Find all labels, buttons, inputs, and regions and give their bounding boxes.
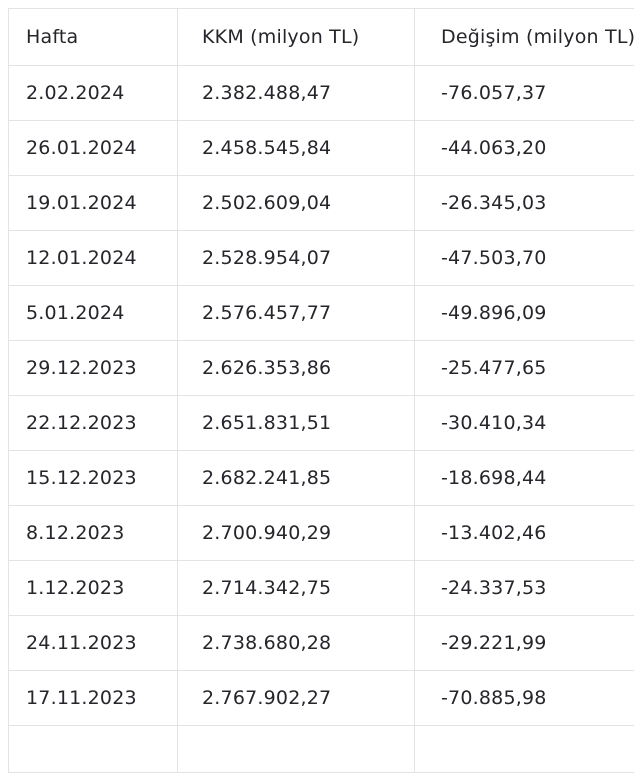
cell-hafta: 2.02.2024 [9,66,178,121]
cell-degisim: -13.402,46 [415,506,634,561]
cell-empty [415,726,634,773]
cell-hafta: 12.01.2024 [9,231,178,286]
cell-empty [178,726,415,773]
column-header-kkm: KKM (milyon TL) [178,9,415,66]
cell-degisim: -76.057,37 [415,66,634,121]
cell-hafta: 29.12.2023 [9,341,178,396]
cell-kkm: 2.382.488,47 [178,66,415,121]
cell-hafta: 26.01.2024 [9,121,178,176]
cell-kkm: 2.651.831,51 [178,396,415,451]
cell-degisim: -18.698,44 [415,451,634,506]
cell-degisim: -47.503,70 [415,231,634,286]
cell-kkm: 2.458.545,84 [178,121,415,176]
cell-degisim: -44.063,20 [415,121,634,176]
cell-kkm: 2.528.954,07 [178,231,415,286]
cell-kkm: 2.502.609,04 [178,176,415,231]
cell-kkm: 2.626.353,86 [178,341,415,396]
cell-degisim: -24.337,53 [415,561,634,616]
table-header: Hafta KKM (milyon TL) Değişim (milyon TL… [9,9,634,66]
cell-hafta: 22.12.2023 [9,396,178,451]
cell-hafta: 17.11.2023 [9,671,178,726]
cell-kkm: 2.700.940,29 [178,506,415,561]
cell-kkm: 2.767.902,27 [178,671,415,726]
cell-kkm: 2.738.680,28 [178,616,415,671]
cell-degisim: -25.477,65 [415,341,634,396]
cell-hafta: 19.01.2024 [9,176,178,231]
kkm-table: Hafta KKM (milyon TL) Değişim (milyon TL… [8,8,634,773]
cell-empty [9,726,178,773]
table-row-partial [9,726,634,773]
cell-kkm: 2.576.457,77 [178,286,415,341]
cell-hafta: 1.12.2023 [9,561,178,616]
cell-degisim: -49.896,09 [415,286,634,341]
cell-degisim: -29.221,99 [415,616,634,671]
cell-degisim: -70.885,98 [415,671,634,726]
cell-hafta: 5.01.2024 [9,286,178,341]
column-header-degisim: Değişim (milyon TL) [415,9,634,66]
header-row: Hafta KKM (milyon TL) Değişim (milyon TL… [9,9,634,66]
cell-hafta: 15.12.2023 [9,451,178,506]
column-header-hafta: Hafta [9,9,178,66]
cell-kkm: 2.714.342,75 [178,561,415,616]
cell-degisim: -30.410,34 [415,396,634,451]
cell-hafta: 8.12.2023 [9,506,178,561]
cell-hafta: 24.11.2023 [9,616,178,671]
page: Hafta KKM (milyon TL) Değişim (milyon TL… [8,8,626,773]
cell-degisim: -26.345,03 [415,176,634,231]
cell-kkm: 2.682.241,85 [178,451,415,506]
